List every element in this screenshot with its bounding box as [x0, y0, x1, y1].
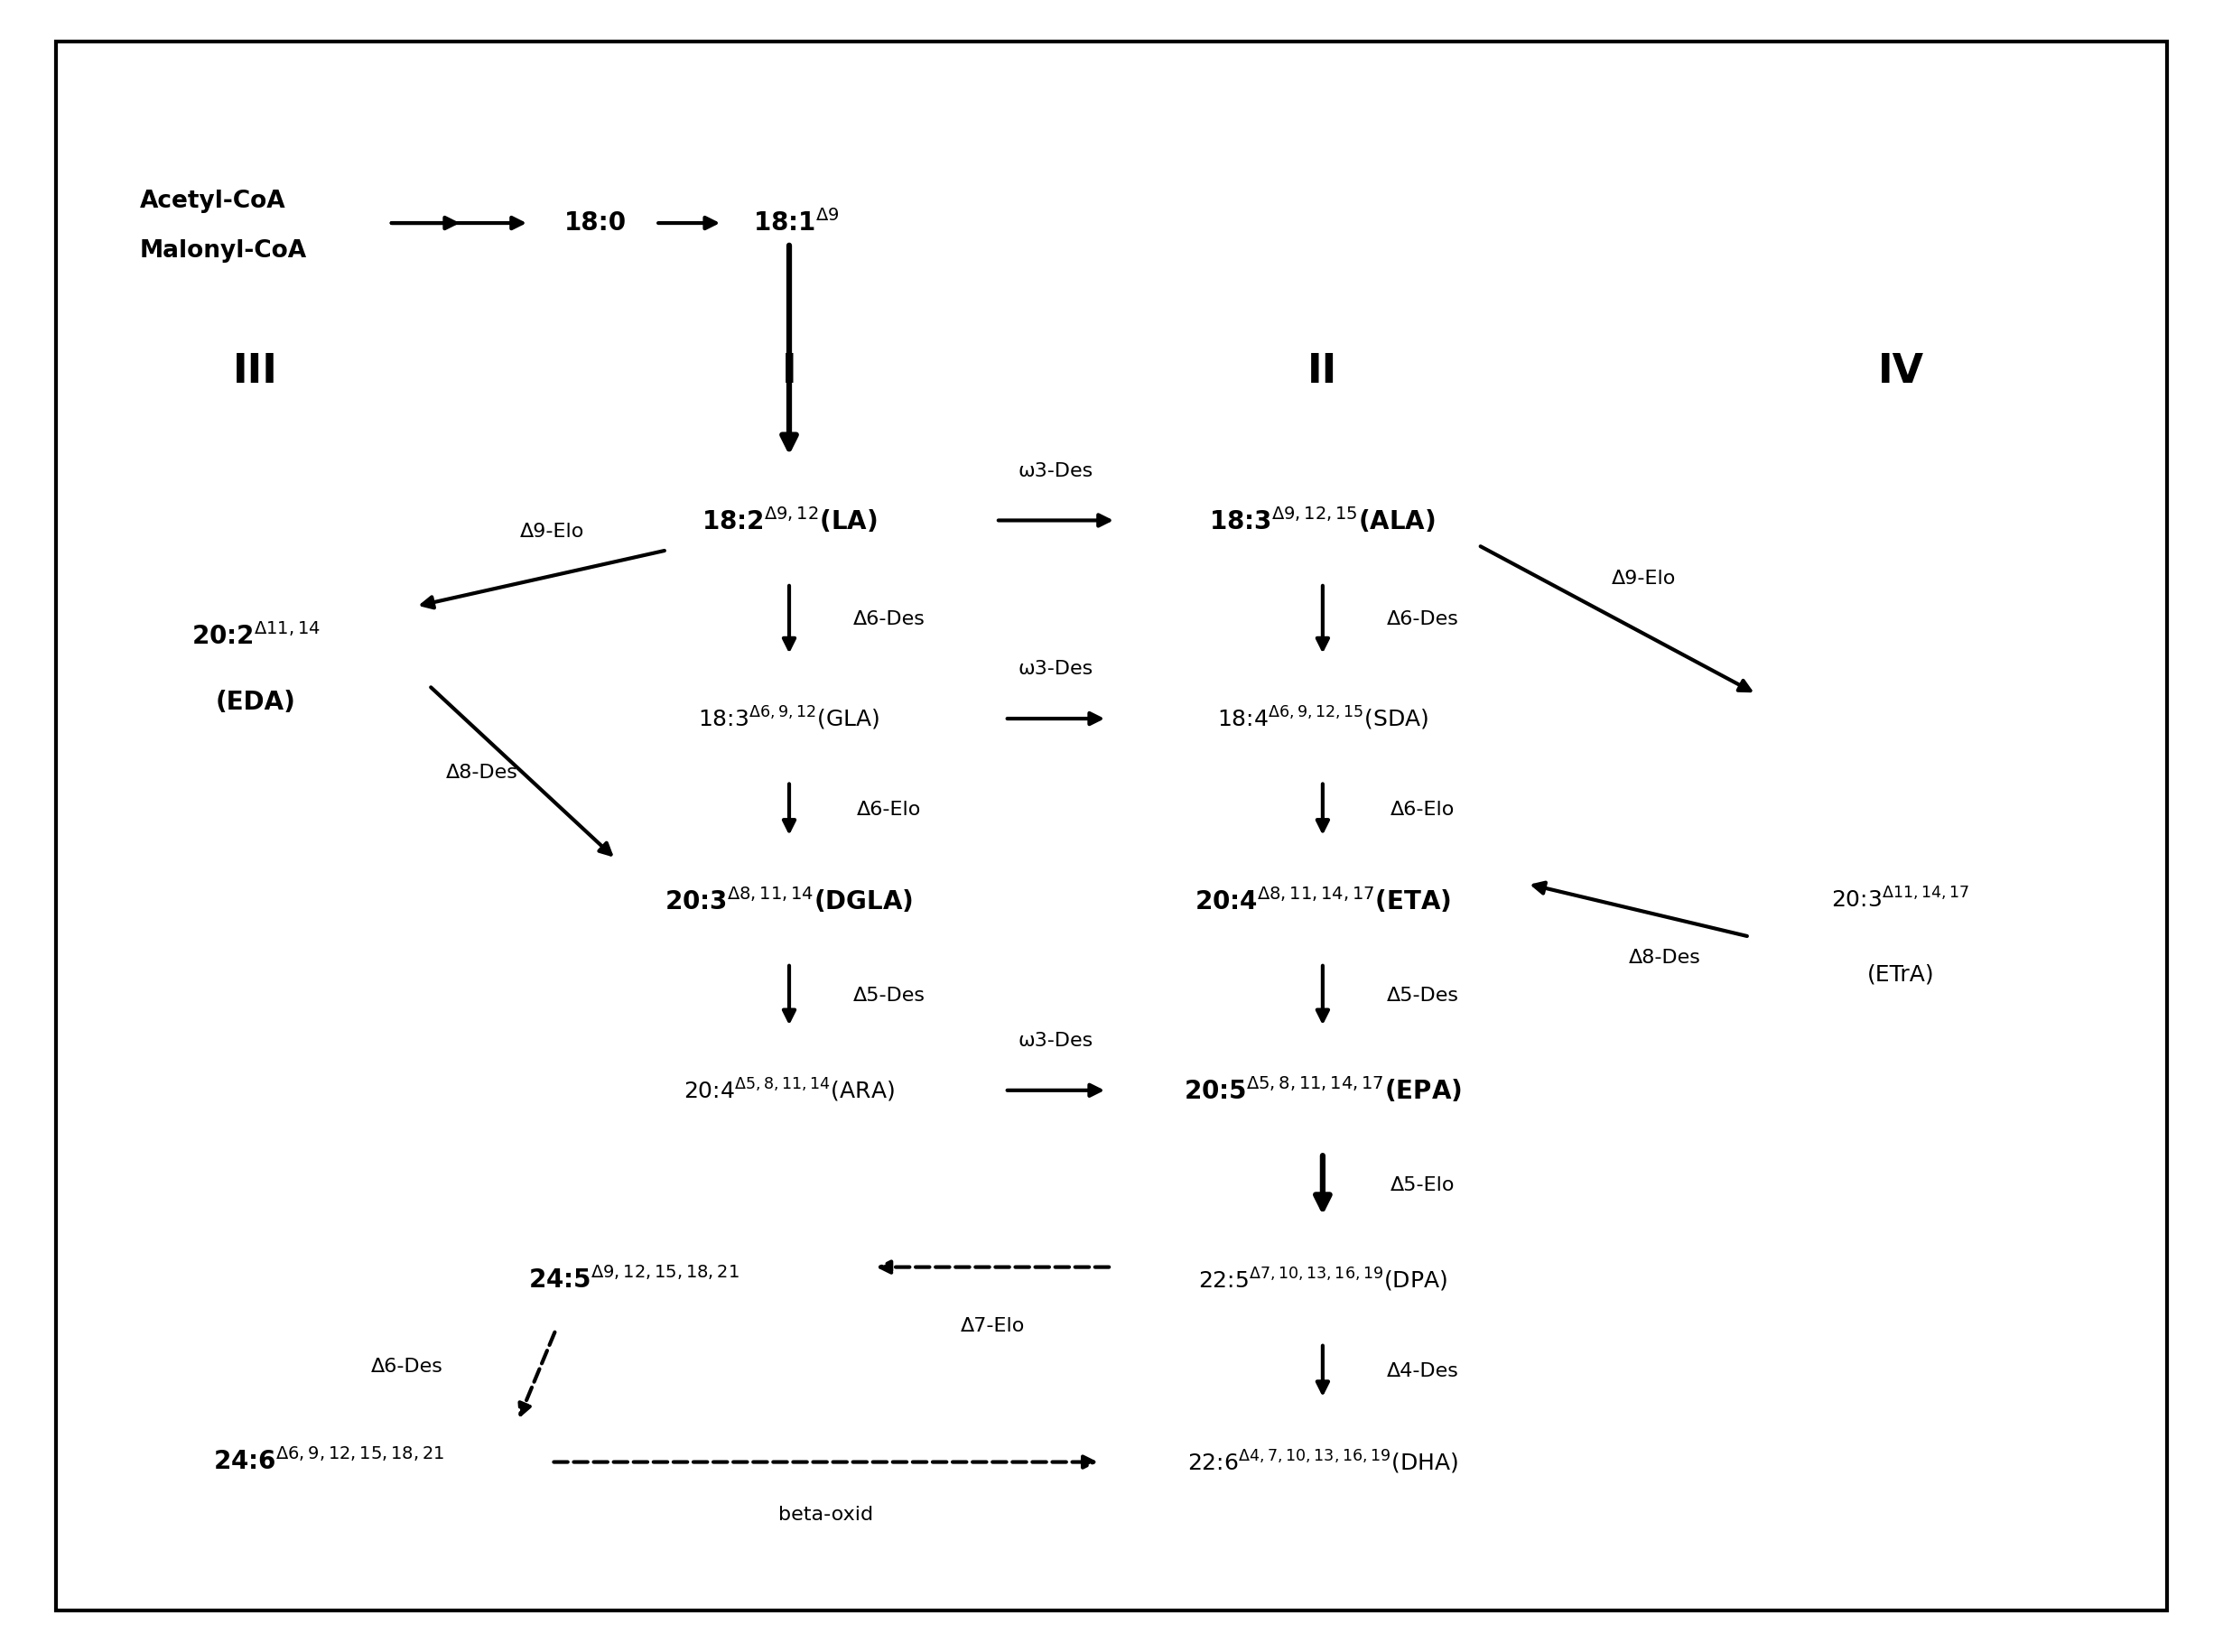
Text: Δ9-Elo: Δ9-Elo	[1612, 570, 1676, 586]
FancyBboxPatch shape	[56, 41, 2167, 1611]
Text: 22:5$^{\Delta7,10,13,16,19}$(DPA): 22:5$^{\Delta7,10,13,16,19}$(DPA)	[1198, 1267, 1447, 1294]
Text: (ETrA): (ETrA)	[1867, 963, 1934, 986]
Text: 18:0: 18:0	[565, 210, 627, 236]
Text: II: II	[1307, 352, 1338, 392]
Text: Δ5-Elo: Δ5-Elo	[1389, 1176, 1456, 1194]
Text: 20:3$^{\Delta11,14,17}$: 20:3$^{\Delta11,14,17}$	[1832, 889, 1970, 912]
Text: ω3-Des: ω3-Des	[1018, 463, 1094, 479]
Text: IV: IV	[1878, 352, 1923, 392]
Text: III: III	[233, 352, 278, 392]
Text: (EDA): (EDA)	[216, 689, 296, 715]
Text: Acetyl-CoA: Acetyl-CoA	[140, 190, 287, 213]
Text: 24:5$^{\Delta9,12,15,18,21}$: 24:5$^{\Delta9,12,15,18,21}$	[527, 1267, 740, 1294]
Text: 18:2$^{\Delta9,12}$(LA): 18:2$^{\Delta9,12}$(LA)	[700, 506, 878, 535]
Text: I: I	[782, 352, 796, 392]
Text: 18:4$^{\Delta6,9,12,15}$(SDA): 18:4$^{\Delta6,9,12,15}$(SDA)	[1216, 705, 1429, 732]
Text: 20:2$^{\Delta11,14}$: 20:2$^{\Delta11,14}$	[191, 623, 320, 649]
Text: 22:6$^{\Delta4,7,10,13,16,19}$(DHA): 22:6$^{\Delta4,7,10,13,16,19}$(DHA)	[1187, 1449, 1458, 1475]
Text: 20:4$^{\Delta8,11,14,17}$(ETA): 20:4$^{\Delta8,11,14,17}$(ETA)	[1194, 885, 1452, 915]
Text: Δ6-Des: Δ6-Des	[1387, 611, 1458, 628]
Text: ω3-Des: ω3-Des	[1018, 661, 1094, 677]
Text: Δ8-Des: Δ8-Des	[447, 763, 518, 781]
Text: 20:3$^{\Delta8,11,14}$(DGLA): 20:3$^{\Delta8,11,14}$(DGLA)	[665, 885, 914, 915]
Text: Δ6-Des: Δ6-Des	[371, 1358, 442, 1376]
Text: 18:3$^{\Delta9,12,15}$(ALA): 18:3$^{\Delta9,12,15}$(ALA)	[1209, 506, 1436, 535]
Text: 20:5$^{\Delta5,8,11,14,17}$(EPA): 20:5$^{\Delta5,8,11,14,17}$(EPA)	[1183, 1075, 1463, 1105]
Text: Δ5-Des: Δ5-Des	[854, 986, 925, 1004]
Text: Δ4-Des: Δ4-Des	[1387, 1363, 1458, 1379]
Text: Δ8-Des: Δ8-Des	[1629, 950, 1701, 966]
Text: Δ6-Elo: Δ6-Elo	[1392, 801, 1454, 818]
Text: 18:1$^{\Delta9}$: 18:1$^{\Delta9}$	[754, 210, 838, 236]
Text: 20:4$^{\Delta5,8,11,14}$(ARA): 20:4$^{\Delta5,8,11,14}$(ARA)	[685, 1077, 894, 1104]
Text: 24:6$^{\Delta6,9,12,15,18,21}$: 24:6$^{\Delta6,9,12,15,18,21}$	[213, 1449, 445, 1475]
Text: 18:3$^{\Delta6,9,12}$(GLA): 18:3$^{\Delta6,9,12}$(GLA)	[698, 705, 880, 732]
Text: Δ6-Des: Δ6-Des	[854, 611, 925, 628]
Text: Δ7-Elo: Δ7-Elo	[960, 1318, 1025, 1335]
Text: Δ5-Des: Δ5-Des	[1387, 986, 1458, 1004]
Text: beta-oxid: beta-oxid	[778, 1507, 874, 1523]
Text: Malonyl-CoA: Malonyl-CoA	[140, 240, 307, 263]
Text: Δ9-Elo: Δ9-Elo	[520, 524, 585, 540]
Text: ω3-Des: ω3-Des	[1018, 1032, 1094, 1049]
Text: Δ6-Elo: Δ6-Elo	[858, 801, 920, 818]
